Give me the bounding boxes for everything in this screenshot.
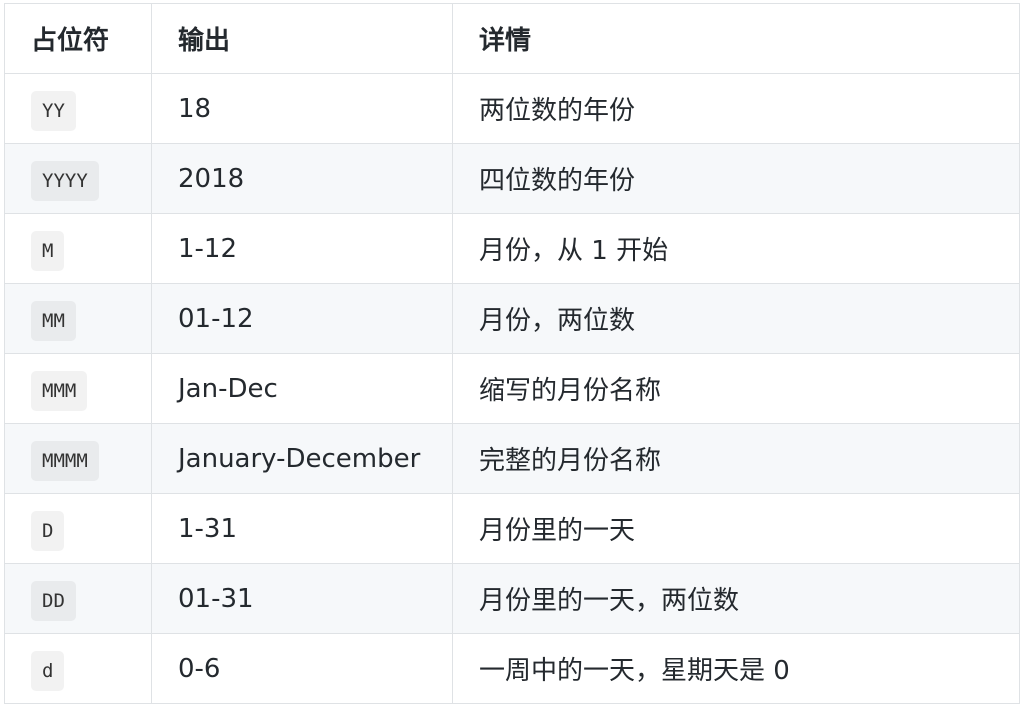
table-row: MMMM January-December 完整的月份名称 [4,423,1020,494]
token-code: MM [31,300,76,341]
token-code: MMM [31,370,88,411]
detail-cell: 完整的月份名称 [452,423,1020,494]
output-cell: 01-12 [151,283,453,354]
detail-cell: 月份，从 1 开始 [452,213,1020,284]
detail-cell: 月份里的一天 [452,493,1020,564]
output-cell: 0-6 [151,633,453,704]
detail-cell: 四位数的年份 [452,143,1020,214]
table-row: MMM Jan-Dec 缩写的月份名称 [4,353,1020,424]
token-cell: YY [4,73,152,144]
output-cell: 18 [151,73,453,144]
table-row: d 0-6 一周中的一天，星期天是 0 [4,633,1020,704]
output-cell: 01-31 [151,563,453,634]
table-row: DD 01-31 月份里的一天，两位数 [4,563,1020,634]
detail-cell: 一周中的一天，星期天是 0 [452,633,1020,704]
table-row: MM 01-12 月份，两位数 [4,283,1020,354]
detail-cell: 缩写的月份名称 [452,353,1020,424]
table-row: M 1-12 月份，从 1 开始 [4,213,1020,284]
token-code: d [31,650,65,691]
token-code: YYYY [31,160,99,201]
token-cell: MMMM [4,423,152,494]
token-code: DD [31,580,76,621]
table-row: YY 18 两位数的年份 [4,73,1020,144]
detail-cell: 月份，两位数 [452,283,1020,354]
token-code: M [31,230,65,271]
token-cell: MM [4,283,152,354]
output-cell: Jan-Dec [151,353,453,424]
output-cell: 1-12 [151,213,453,284]
header-detail: 详情 [452,3,1020,74]
output-cell: 1-31 [151,493,453,564]
token-cell: MMM [4,353,152,424]
token-code: D [31,510,65,551]
format-table: 占位符 输出 详情 YY 18 两位数的年份 YYYY 2018 四位数的年份 M 1-12 月… [4,3,1020,704]
header-row: 占位符 输出 详情 [4,3,1020,74]
token-cell: YYYY [4,143,152,214]
token-cell: d [4,633,152,704]
token-cell: M [4,213,152,284]
token-code: YY [31,90,76,131]
output-cell: January-December [151,423,453,494]
header-placeholder: 占位符 [4,3,152,74]
table-row: D 1-31 月份里的一天 [4,493,1020,564]
detail-cell: 两位数的年份 [452,73,1020,144]
table-row: YYYY 2018 四位数的年份 [4,143,1020,214]
output-cell: 2018 [151,143,453,214]
token-cell: DD [4,563,152,634]
detail-cell: 月份里的一天，两位数 [452,563,1020,634]
token-cell: D [4,493,152,564]
header-output: 输出 [151,3,453,74]
token-code: MMMM [31,440,99,481]
